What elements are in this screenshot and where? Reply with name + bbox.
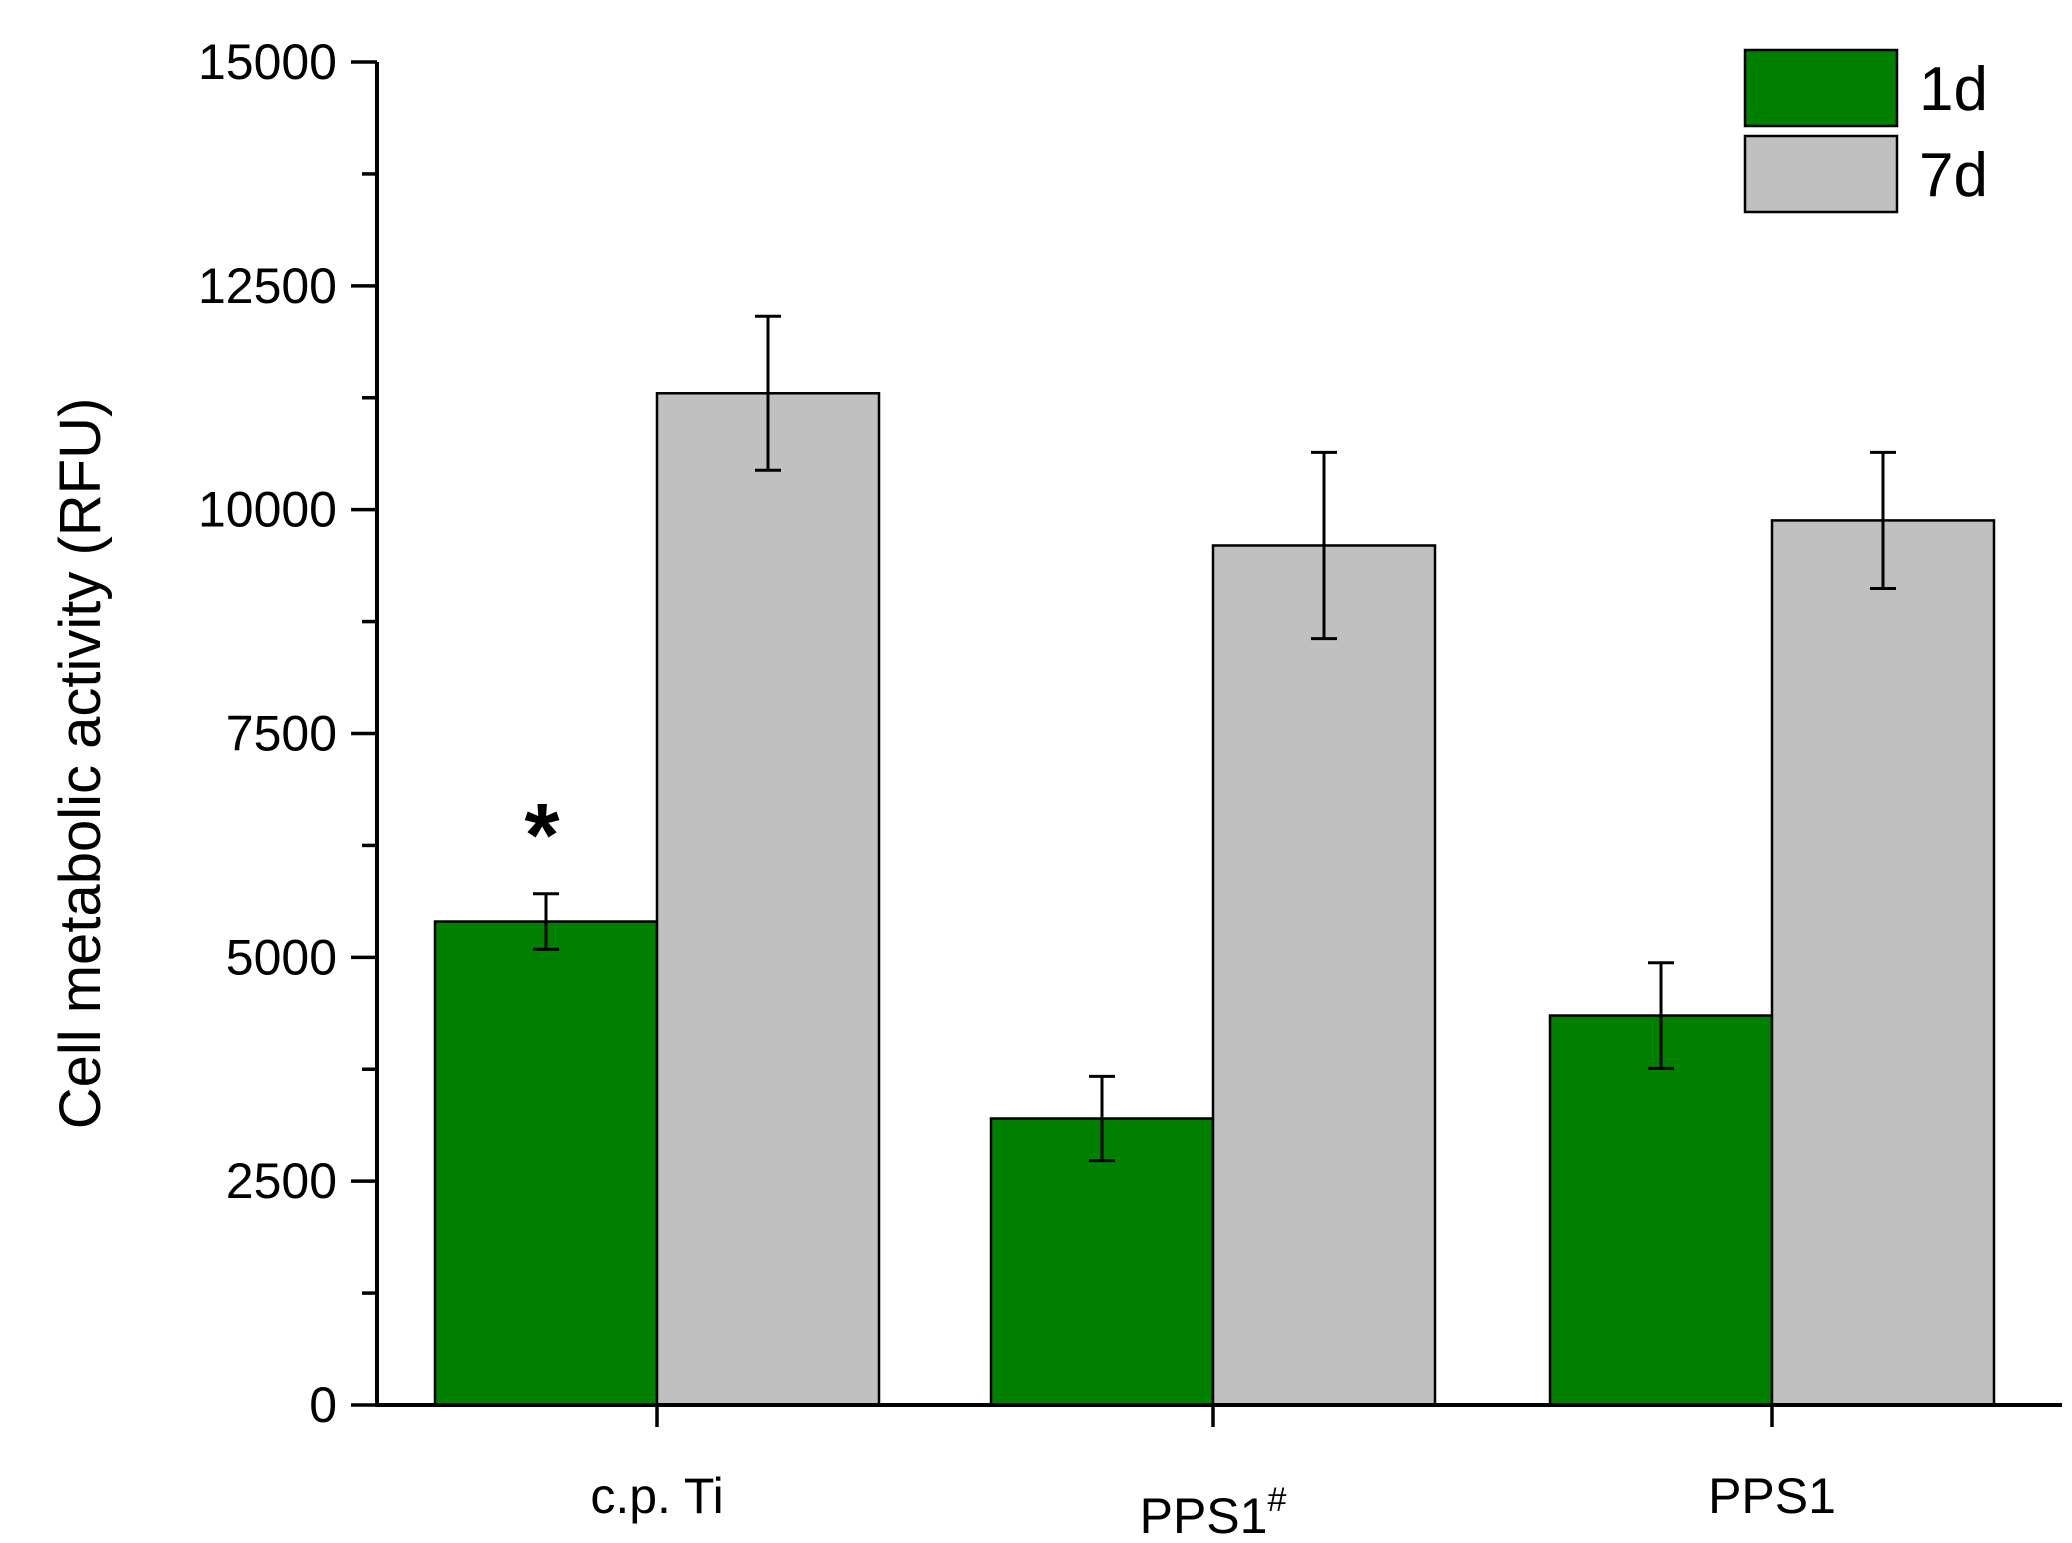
x-tick-label: c.p. Ti	[590, 1468, 723, 1524]
bar-7d-1	[1211, 544, 1437, 1407]
bar-1d-0	[433, 920, 659, 1407]
error-bar-7d-2	[1870, 450, 1896, 590]
bar-7d-0	[655, 392, 881, 1407]
bar-1d-1	[989, 1117, 1215, 1407]
legend-swatch	[1743, 48, 1899, 128]
error-bar-1d-2	[1648, 961, 1674, 1070]
y-tick-label: 2500	[226, 1153, 337, 1209]
bar-7d-2	[1770, 519, 1996, 1407]
x-tick-label-base: PPS1	[1140, 1488, 1268, 1538]
legend-item-7d: 7d	[1743, 134, 1988, 214]
legend-swatch	[1743, 134, 1899, 214]
y-tick-label: 12500	[198, 258, 337, 314]
error-bar-1d-0	[533, 892, 559, 951]
legend-item-1d: 1d	[1743, 48, 1988, 128]
bars-layer	[433, 392, 1996, 1407]
error-bar-7d-1	[1311, 450, 1337, 641]
errorbars-layer	[533, 314, 1896, 1163]
x-tick-label-superscript: #	[1267, 1481, 1286, 1519]
error-bar-1d-1	[1089, 1074, 1115, 1163]
bar-1d-2	[1548, 1014, 1774, 1407]
y-tick-label: 7500	[226, 706, 337, 762]
x-tick-label: PPS1	[1708, 1468, 1836, 1524]
x-tick-label: PPS1#	[1140, 1481, 1287, 1538]
annotations-layer: *	[524, 786, 559, 886]
significance-annotation: *	[524, 786, 559, 886]
y-tick-label: 15000	[198, 34, 337, 90]
legend-label: 7d	[1919, 141, 1988, 210]
y-tick-label: 0	[309, 1377, 337, 1433]
y-tick-label: 5000	[226, 929, 337, 985]
error-bar-7d-0	[755, 314, 781, 472]
x-tick-label-base: PPS1	[1708, 1468, 1836, 1524]
ticks-layer	[351, 60, 1774, 1427]
y-tick-label: 10000	[198, 482, 337, 538]
y-axis-label: Cell metabolic activity (RFU)	[48, 398, 113, 1130]
x-tick-label-base: c.p. Ti	[590, 1468, 723, 1524]
legend-label: 1d	[1919, 55, 1988, 124]
labels-layer: Cell metabolic activity (RFU) 0 2500 5000 7…	[48, 34, 1836, 1543]
